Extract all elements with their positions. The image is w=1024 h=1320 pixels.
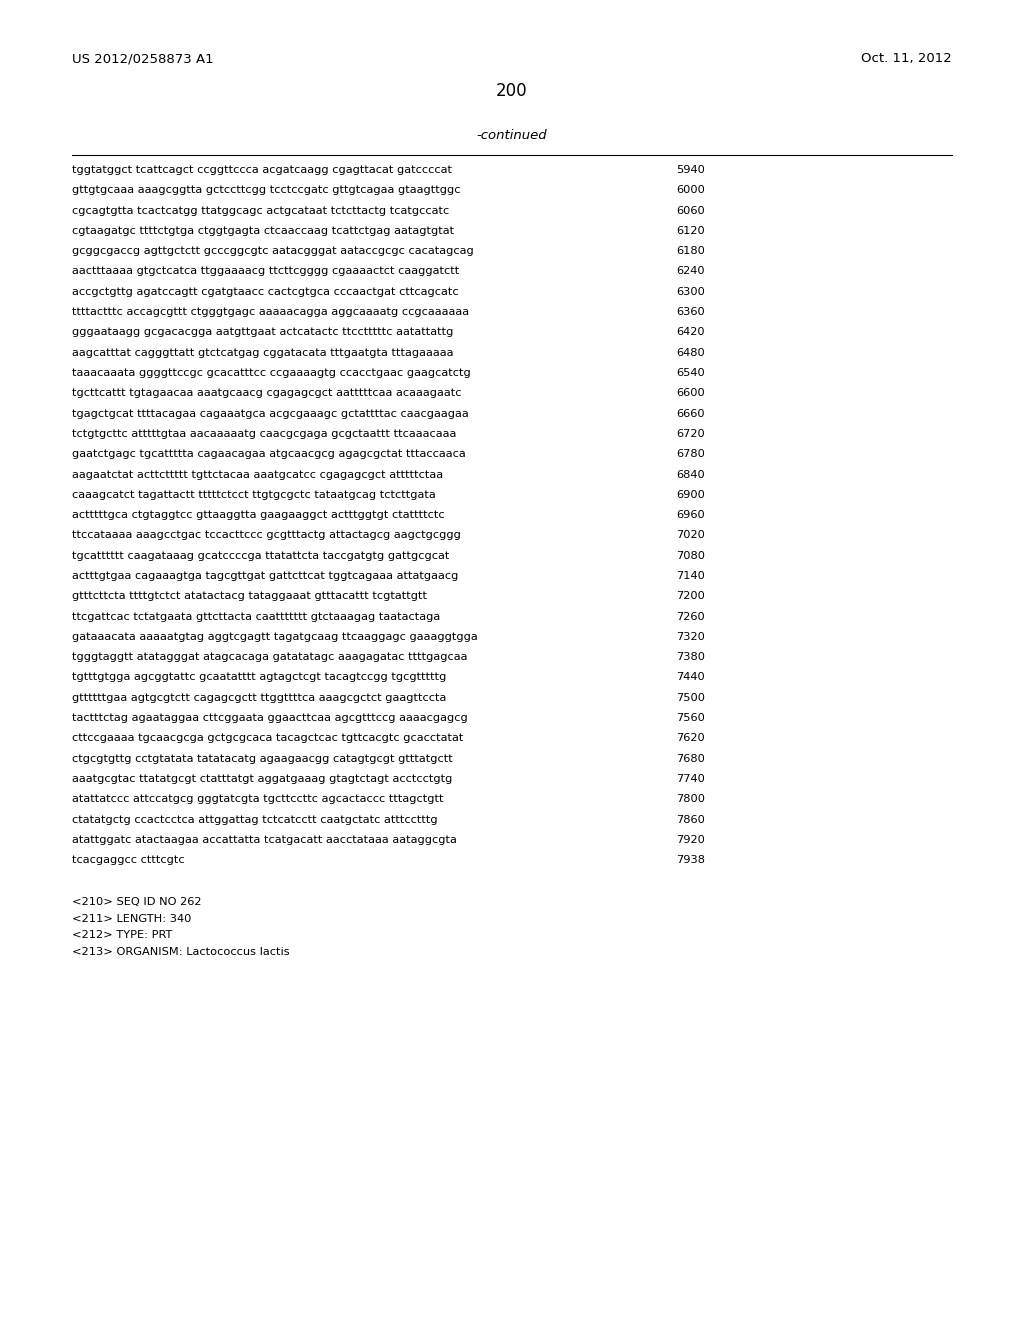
Text: accgctgttg agatccagtt cgatgtaacc cactcgtgca cccaactgat cttcagcatc: accgctgttg agatccagtt cgatgtaacc cactcgt… <box>72 286 459 297</box>
Text: Oct. 11, 2012: Oct. 11, 2012 <box>861 51 952 65</box>
Text: 6840: 6840 <box>676 470 705 479</box>
Text: 7740: 7740 <box>676 774 705 784</box>
Text: gcggcgaccg agttgctctt gcccggcgtc aatacgggat aataccgcgc cacatagcag: gcggcgaccg agttgctctt gcccggcgtc aatacgg… <box>72 247 474 256</box>
Text: atattatccc attccatgcg gggtatcgta tgcttccttc agcactaccc tttagctgtt: atattatccc attccatgcg gggtatcgta tgcttcc… <box>72 795 443 804</box>
Text: <212> TYPE: PRT: <212> TYPE: PRT <box>72 931 172 940</box>
Text: aactttaaaa gtgctcatca ttggaaaacg ttcttcgggg cgaaaactct caaggatctt: aactttaaaa gtgctcatca ttggaaaacg ttcttcg… <box>72 267 459 276</box>
Text: 7920: 7920 <box>676 836 705 845</box>
Text: -continued: -continued <box>477 129 547 143</box>
Text: <213> ORGANISM: Lactococcus lactis: <213> ORGANISM: Lactococcus lactis <box>72 946 290 957</box>
Text: tgcttcattt tgtagaacaa aaatgcaacg cgagagcgct aatttttcaa acaaagaatc: tgcttcattt tgtagaacaa aaatgcaacg cgagagc… <box>72 388 462 399</box>
Text: gggaataagg gcgacacgga aatgttgaat actcatactc ttcctttttc aatattattg: gggaataagg gcgacacgga aatgttgaat actcata… <box>72 327 454 338</box>
Text: 6480: 6480 <box>676 347 705 358</box>
Text: 6540: 6540 <box>676 368 705 378</box>
Text: 6600: 6600 <box>676 388 705 399</box>
Text: caaagcatct tagattactt tttttctcct ttgtgcgctc tataatgcag tctcttgata: caaagcatct tagattactt tttttctcct ttgtgcg… <box>72 490 436 500</box>
Text: ctatatgctg ccactcctca attggattag tctcatcctt caatgctatc atttcctttg: ctatatgctg ccactcctca attggattag tctcatc… <box>72 814 437 825</box>
Text: cttccgaaaa tgcaacgcga gctgcgcaca tacagctcac tgttcacgtc gcacctatat: cttccgaaaa tgcaacgcga gctgcgcaca tacagct… <box>72 734 464 743</box>
Text: 7260: 7260 <box>676 611 705 622</box>
Text: 7938: 7938 <box>676 855 705 865</box>
Text: 6900: 6900 <box>676 490 705 500</box>
Text: atattggatc atactaagaa accattatta tcatgacatt aacctataaa aataggcgta: atattggatc atactaagaa accattatta tcatgac… <box>72 836 457 845</box>
Text: 6120: 6120 <box>676 226 705 236</box>
Text: 7500: 7500 <box>676 693 705 702</box>
Text: 5940: 5940 <box>676 165 705 176</box>
Text: 6420: 6420 <box>676 327 705 338</box>
Text: aaatgcgtac ttatatgcgt ctatttatgt aggatgaaag gtagtctagt acctcctgtg: aaatgcgtac ttatatgcgt ctatttatgt aggatga… <box>72 774 453 784</box>
Text: 6660: 6660 <box>676 409 705 418</box>
Text: tcacgaggcc ctttcgtc: tcacgaggcc ctttcgtc <box>72 855 184 865</box>
Text: 7080: 7080 <box>676 550 705 561</box>
Text: 6180: 6180 <box>676 247 705 256</box>
Text: 7380: 7380 <box>676 652 705 663</box>
Text: gttgtgcaaa aaagcggtta gctccttcgg tcctccgatc gttgtcagaa gtaagttggc: gttgtgcaaa aaagcggtta gctccttcgg tcctccg… <box>72 185 461 195</box>
Text: 7860: 7860 <box>676 814 705 825</box>
Text: ctgcgtgttg cctgtatata tatatacatg agaagaacgg catagtgcgt gtttatgctt: ctgcgtgttg cctgtatata tatatacatg agaagaa… <box>72 754 453 764</box>
Text: 7680: 7680 <box>676 754 705 764</box>
Text: 6780: 6780 <box>676 449 705 459</box>
Text: tactttctag agaataggaa cttcggaata ggaacttcaa agcgtttccg aaaacgagcg: tactttctag agaataggaa cttcggaata ggaactt… <box>72 713 468 723</box>
Text: gaatctgagc tgcattttta cagaacagaa atgcaacgcg agagcgctat tttaccaaca: gaatctgagc tgcattttta cagaacagaa atgcaac… <box>72 449 466 459</box>
Text: 200: 200 <box>497 82 527 100</box>
Text: tggtatggct tcattcagct ccggttccca acgatcaagg cgagttacat gatccccat: tggtatggct tcattcagct ccggttccca acgatca… <box>72 165 452 176</box>
Text: 6060: 6060 <box>676 206 705 215</box>
Text: <210> SEQ ID NO 262: <210> SEQ ID NO 262 <box>72 898 202 908</box>
Text: 6240: 6240 <box>676 267 705 276</box>
Text: US 2012/0258873 A1: US 2012/0258873 A1 <box>72 51 214 65</box>
Text: 7200: 7200 <box>676 591 705 602</box>
Text: 7560: 7560 <box>676 713 705 723</box>
Text: ttccataaaa aaagcctgac tccacttccc gcgtttactg attactagcg aagctgcggg: ttccataaaa aaagcctgac tccacttccc gcgttta… <box>72 531 461 540</box>
Text: 7440: 7440 <box>676 672 705 682</box>
Text: 7800: 7800 <box>676 795 705 804</box>
Text: ttcgattcac tctatgaata gttcttacta caattttttt gtctaaagag taatactaga: ttcgattcac tctatgaata gttcttacta caatttt… <box>72 611 440 622</box>
Text: 7620: 7620 <box>676 734 705 743</box>
Text: tgagctgcat ttttacagaa cagaaatgca acgcgaaagc gctattttac caacgaagaa: tgagctgcat ttttacagaa cagaaatgca acgcgaa… <box>72 409 469 418</box>
Text: ttttactttc accagcgttt ctgggtgagc aaaaacagga aggcaaaatg ccgcaaaaaa: ttttactttc accagcgttt ctgggtgagc aaaaaca… <box>72 308 469 317</box>
Text: 6960: 6960 <box>676 510 705 520</box>
Text: 7320: 7320 <box>676 632 705 642</box>
Text: tgcatttttt caagataaag gcatccccga ttatattcta taccgatgtg gattgcgcat: tgcatttttt caagataaag gcatccccga ttatatt… <box>72 550 450 561</box>
Text: cgcagtgtta tcactcatgg ttatggcagc actgcataat tctcttactg tcatgccatc: cgcagtgtta tcactcatgg ttatggcagc actgcat… <box>72 206 450 215</box>
Text: tgtttgtgga agcggtattc gcaatatttt agtagctcgt tacagtccgg tgcgtttttg: tgtttgtgga agcggtattc gcaatatttt agtagct… <box>72 672 446 682</box>
Text: actttttgca ctgtaggtcc gttaaggtta gaagaaggct actttggtgt ctattttctc: actttttgca ctgtaggtcc gttaaggtta gaagaag… <box>72 510 444 520</box>
Text: aagaatctat acttcttttt tgttctacaa aaatgcatcc cgagagcgct atttttctaa: aagaatctat acttcttttt tgttctacaa aaatgca… <box>72 470 443 479</box>
Text: 6000: 6000 <box>676 185 705 195</box>
Text: gttttttgaa agtgcgtctt cagagcgctt ttggttttca aaagcgctct gaagttccta: gttttttgaa agtgcgtctt cagagcgctt ttggttt… <box>72 693 446 702</box>
Text: tgggtaggtt atatagggat atagcacaga gatatatagc aaagagatac ttttgagcaa: tgggtaggtt atatagggat atagcacaga gatatat… <box>72 652 468 663</box>
Text: 6360: 6360 <box>676 308 705 317</box>
Text: 7020: 7020 <box>676 531 705 540</box>
Text: 6300: 6300 <box>676 286 705 297</box>
Text: 6720: 6720 <box>676 429 705 438</box>
Text: tctgtgcttc atttttgtaa aacaaaaatg caacgcgaga gcgctaattt ttcaaacaaa: tctgtgcttc atttttgtaa aacaaaaatg caacgcg… <box>72 429 457 438</box>
Text: taaacaaata ggggttccgc gcacatttcc ccgaaaagtg ccacctgaac gaagcatctg: taaacaaata ggggttccgc gcacatttcc ccgaaaa… <box>72 368 471 378</box>
Text: cgtaagatgc ttttctgtga ctggtgagta ctcaaccaag tcattctgag aatagtgtat: cgtaagatgc ttttctgtga ctggtgagta ctcaacc… <box>72 226 454 236</box>
Text: 7140: 7140 <box>676 572 705 581</box>
Text: gtttcttcta ttttgtctct atatactacg tataggaaat gtttacattt tcgtattgtt: gtttcttcta ttttgtctct atatactacg tatagga… <box>72 591 427 602</box>
Text: <211> LENGTH: 340: <211> LENGTH: 340 <box>72 913 191 924</box>
Text: actttgtgaa cagaaagtga tagcgttgat gattcttcat tggtcagaaa attatgaacg: actttgtgaa cagaaagtga tagcgttgat gattctt… <box>72 572 459 581</box>
Text: aagcatttat cagggttatt gtctcatgag cggatacata tttgaatgta tttagaaaaa: aagcatttat cagggttatt gtctcatgag cggatac… <box>72 347 454 358</box>
Text: gataaacata aaaaatgtag aggtcgagtt tagatgcaag ttcaaggagc gaaaggtgga: gataaacata aaaaatgtag aggtcgagtt tagatgc… <box>72 632 478 642</box>
